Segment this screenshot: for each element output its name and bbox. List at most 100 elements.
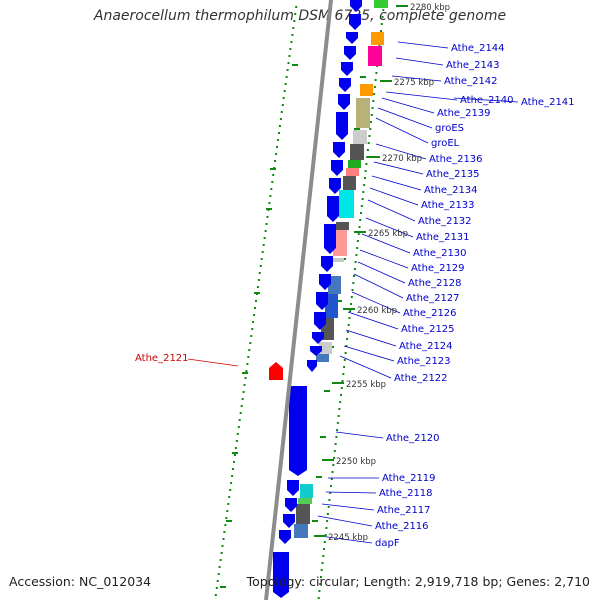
feature-block[interactable] xyxy=(298,498,312,504)
feature-block[interactable] xyxy=(374,0,388,8)
gene-arrow[interactable] xyxy=(349,14,361,30)
label-leader xyxy=(391,75,442,82)
gene-arrow[interactable] xyxy=(314,312,326,330)
gene-label[interactable]: Athe_2134 xyxy=(424,185,478,196)
gene-label[interactable]: Athe_2142 xyxy=(444,76,498,87)
gene-label[interactable]: Athe_2119 xyxy=(382,473,436,484)
gene-arrow[interactable] xyxy=(285,498,297,512)
gene-label[interactable]: Athe_2118 xyxy=(379,488,433,499)
gc-dot xyxy=(290,41,293,43)
gene-label[interactable]: Athe_2131 xyxy=(416,232,470,243)
gene-arrow[interactable] xyxy=(287,480,299,496)
gene-label[interactable]: Athe_2124 xyxy=(399,341,453,352)
gene-arrow[interactable] xyxy=(319,274,331,290)
gene-arrow[interactable] xyxy=(327,196,339,222)
label-leader xyxy=(321,503,375,511)
gene-arrow[interactable] xyxy=(339,78,351,92)
gene-label[interactable]: Athe_2133 xyxy=(421,200,475,211)
gene-arrow[interactable] xyxy=(333,142,345,158)
gene-arrow[interactable] xyxy=(310,346,322,356)
feature-block[interactable] xyxy=(348,160,361,168)
feature-block[interactable] xyxy=(300,484,313,498)
feature-block[interactable] xyxy=(328,276,341,294)
gene-arrow[interactable] xyxy=(312,332,324,344)
gene-label[interactable]: Athe_2141 xyxy=(521,97,575,108)
gene-label[interactable]: Athe_2116 xyxy=(375,521,429,532)
gene-label[interactable]: Athe_2144 xyxy=(451,43,505,54)
gc-dash xyxy=(242,372,248,374)
feature-block[interactable] xyxy=(296,504,310,524)
feature-block[interactable] xyxy=(339,190,354,218)
gc-dash xyxy=(316,476,322,478)
gc-dot xyxy=(332,464,335,466)
gene-arrow[interactable] xyxy=(338,94,350,110)
highlight-gene-label[interactable]: Athe_2121 xyxy=(135,353,189,364)
gene-arrow[interactable] xyxy=(321,256,333,272)
feature-block[interactable] xyxy=(353,130,367,144)
feature-block[interactable] xyxy=(319,342,332,354)
gene-label[interactable]: Athe_2140 xyxy=(460,95,514,106)
gene-label[interactable]: Athe_2136 xyxy=(429,154,483,165)
gene-arrow[interactable] xyxy=(336,112,348,140)
gene-arrow[interactable] xyxy=(346,32,358,44)
gene-label[interactable]: Athe_2132 xyxy=(418,216,472,227)
gc-dot xyxy=(320,576,322,578)
gene-label[interactable]: Athe_2120 xyxy=(386,433,440,444)
feature-block[interactable] xyxy=(356,98,370,128)
gc-dot xyxy=(247,356,250,358)
gene-arrow[interactable] xyxy=(289,386,307,476)
gene-label[interactable]: Athe_2128 xyxy=(408,278,462,289)
gc-dot xyxy=(287,62,290,64)
feature-block[interactable] xyxy=(294,524,308,538)
gene-arrow[interactable] xyxy=(331,160,343,176)
feature-block[interactable] xyxy=(360,84,373,96)
gene-arrow[interactable] xyxy=(344,46,356,60)
gene-label[interactable]: Athe_2117 xyxy=(377,505,431,516)
gc-dot xyxy=(342,373,345,375)
gc-dash xyxy=(320,436,326,438)
gene-label[interactable]: Athe_2122 xyxy=(394,373,448,384)
gene-label[interactable]: Athe_2130 xyxy=(413,248,467,259)
gene-label[interactable]: Athe_2143 xyxy=(446,60,500,71)
feature-block[interactable] xyxy=(368,46,382,66)
gene-label[interactable]: groEL xyxy=(431,138,460,149)
gene-label[interactable]: Athe_2135 xyxy=(426,169,480,180)
gene-label[interactable]: Athe_2125 xyxy=(401,324,455,335)
gene-arrow[interactable] xyxy=(350,0,362,12)
gc-dot xyxy=(219,559,222,561)
gene-arrow[interactable] xyxy=(341,62,353,76)
feature-block[interactable] xyxy=(336,222,349,230)
gene-label[interactable]: Athe_2123 xyxy=(397,356,451,367)
gene-label[interactable]: Athe_2127 xyxy=(406,293,460,304)
gene-arrow[interactable] xyxy=(279,530,291,544)
feature-block[interactable] xyxy=(343,176,356,190)
gene-label[interactable]: Athe_2139 xyxy=(437,108,491,119)
feature-block[interactable] xyxy=(333,230,347,256)
feature-block[interactable] xyxy=(346,168,359,176)
gc-dot xyxy=(351,289,354,291)
label-leader xyxy=(397,41,449,49)
gc-dot xyxy=(359,219,362,221)
label-leader-lines xyxy=(317,41,519,544)
highlight-gene-arrow[interactable] xyxy=(269,362,283,380)
gc-dot xyxy=(278,125,281,127)
gene-label[interactable]: groES xyxy=(435,123,464,134)
gene-arrow[interactable] xyxy=(329,178,341,194)
feature-block[interactable] xyxy=(325,294,338,318)
feature-block[interactable] xyxy=(316,354,329,362)
gene-arrow[interactable] xyxy=(324,224,336,254)
feature-block[interactable] xyxy=(331,258,344,262)
gene-arrow[interactable] xyxy=(307,360,317,372)
gene-label[interactable]: Athe_2129 xyxy=(411,263,465,274)
gc-dot xyxy=(230,482,233,484)
feature-block[interactable] xyxy=(350,144,364,160)
accession-text: Accession: NC_012034 xyxy=(9,574,152,589)
gc-dot xyxy=(266,216,269,218)
gene-label[interactable]: dapF xyxy=(375,538,400,549)
gene-arrow[interactable] xyxy=(316,292,328,310)
feature-block[interactable] xyxy=(371,32,384,45)
gene-arrow[interactable] xyxy=(283,514,295,528)
gc-dot xyxy=(326,520,329,522)
gene-label[interactable]: Athe_2126 xyxy=(403,308,457,319)
gene-arrow[interactable] xyxy=(273,552,289,598)
